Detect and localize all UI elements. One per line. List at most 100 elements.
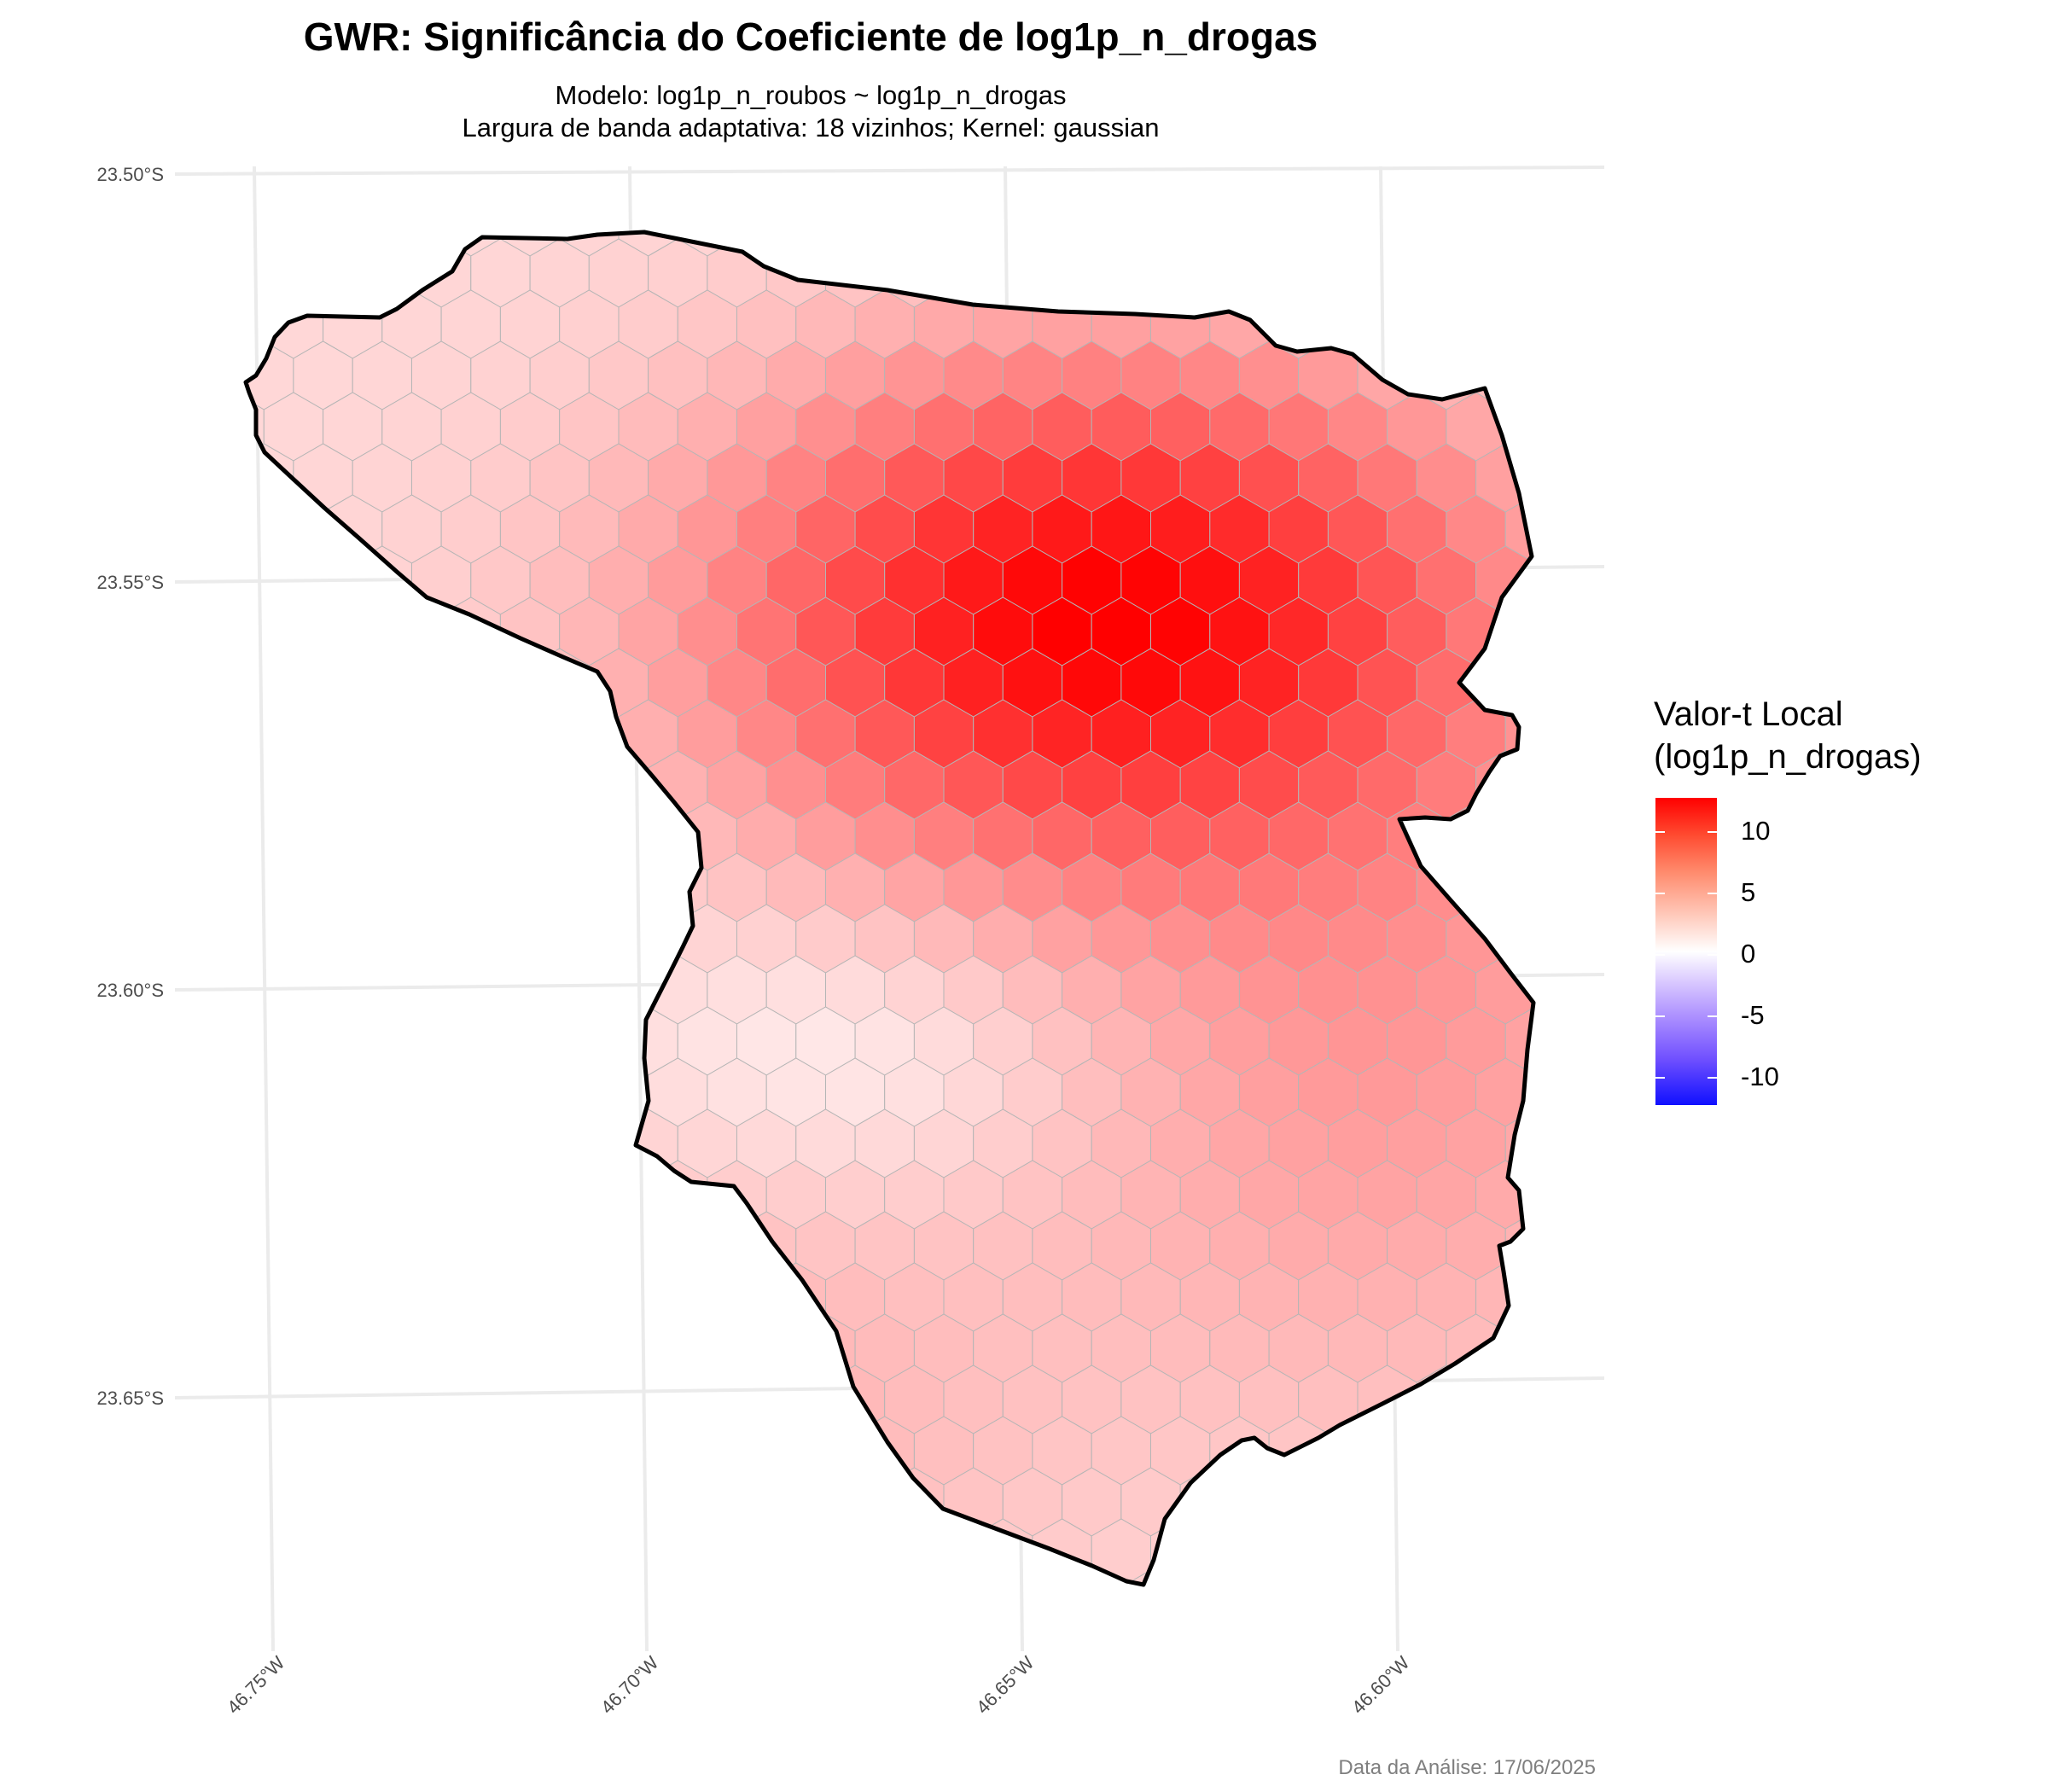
hex-cell — [618, 1211, 678, 1281]
hex-cell — [1268, 232, 1329, 257]
hex-cell — [411, 750, 472, 820]
hex-cell — [588, 1160, 649, 1230]
hex-cell — [648, 1569, 708, 1585]
hex-cell — [1238, 1569, 1300, 1585]
hex-cell — [1535, 1365, 1594, 1434]
hex-cell — [470, 852, 531, 922]
hex-cell — [618, 1416, 678, 1486]
hex-cell — [1535, 1570, 1594, 1638]
hex-cell — [352, 238, 412, 308]
hex-cell — [352, 648, 412, 718]
hex-cell — [1002, 238, 1063, 308]
hex-cell — [736, 232, 797, 257]
hex-cell — [440, 1518, 501, 1585]
hex-cell — [381, 1416, 442, 1486]
hex-cell — [884, 1569, 945, 1585]
hex-cell — [352, 955, 412, 1025]
hex-cell — [246, 596, 265, 666]
hex-cell — [854, 1518, 915, 1585]
hex-cell — [263, 494, 324, 564]
hex-cell — [470, 1057, 531, 1127]
hex-cell — [913, 232, 975, 257]
hex-cell — [175, 1161, 234, 1229]
hex-cell — [677, 1211, 737, 1281]
legend-label-10: 10 — [1741, 816, 1771, 846]
hex-cell — [381, 1108, 442, 1178]
hex-cell — [246, 1108, 265, 1178]
hex-cell — [323, 699, 383, 769]
hex-cell — [411, 1160, 472, 1230]
hex-cell — [707, 1364, 767, 1434]
hex-cell — [529, 750, 590, 820]
hex-cell — [263, 1211, 324, 1281]
hex-cell — [381, 699, 442, 769]
hex-cell — [529, 1160, 590, 1230]
hex-cell — [1504, 904, 1533, 974]
hex-cell — [411, 1262, 472, 1332]
hex-cell — [323, 904, 383, 974]
hex-cell — [1475, 1569, 1533, 1585]
hex-cell — [588, 1467, 649, 1537]
hex-cell — [736, 1518, 797, 1585]
hex-cell — [246, 1313, 265, 1383]
legend-title-line2: (log1p_n_drogas) — [1654, 738, 1922, 776]
hex-cell — [293, 1569, 353, 1585]
hex-cell — [559, 1416, 620, 1486]
hex-cell — [293, 238, 353, 308]
hex-cell — [411, 1569, 472, 1585]
hex-cell — [1002, 1569, 1063, 1585]
hex-cell — [175, 751, 234, 819]
hex-cell — [1535, 853, 1594, 922]
hex-cell — [499, 1313, 561, 1383]
hex-cell — [470, 1160, 531, 1230]
hex-cell — [175, 1468, 234, 1536]
hex-cell — [246, 648, 294, 718]
hex-cell — [440, 1211, 501, 1281]
hex-cell — [1535, 137, 1594, 205]
hex-cell — [1179, 238, 1240, 308]
hex-cell — [618, 1313, 678, 1383]
hex-cell — [707, 1262, 767, 1332]
hex-cell — [707, 1569, 767, 1585]
hex-cell — [246, 699, 265, 769]
hex-cell — [323, 1006, 383, 1076]
legend-tick-m10 — [1655, 1077, 1665, 1079]
hex-cell — [529, 1057, 590, 1127]
hex-cell — [529, 1364, 590, 1434]
hex-cell — [1504, 1416, 1533, 1486]
hex-cell — [175, 239, 234, 307]
hex-cell — [1387, 289, 1447, 359]
hex-cell — [470, 648, 531, 718]
hex-cell — [1209, 1518, 1270, 1585]
hex-cell — [1150, 232, 1211, 257]
hex-cell — [736, 1416, 797, 1486]
hex-cell — [825, 1569, 886, 1585]
hex-cell — [411, 955, 472, 1025]
hex-cell — [559, 904, 620, 974]
hex-cell — [1032, 232, 1092, 257]
hex-cell — [352, 1057, 412, 1127]
map-title: GWR: Significância do Coeficiente de log… — [303, 15, 1318, 59]
hex-cell — [246, 1262, 294, 1332]
hex-cell — [943, 1569, 1004, 1585]
hex-cell — [470, 1569, 531, 1585]
map-subtitle-bandwidth: Largura de banda adaptativa: 18 vizinhos… — [462, 113, 1160, 143]
hex-cell — [440, 904, 501, 974]
hex-cell — [246, 1416, 265, 1486]
hex-cell — [246, 1467, 294, 1537]
legend-title-line1: Valor-t Local — [1654, 695, 1843, 733]
hex-cell — [1298, 238, 1359, 308]
hex-cell — [943, 238, 1004, 308]
hex-cell — [246, 238, 294, 308]
hex-cell — [1062, 1569, 1122, 1585]
hex-cell — [440, 801, 501, 871]
x-axis-labels: 46.75°W 46.70°W 46.65°W 46.60°W — [223, 1652, 1414, 1719]
hex-cell — [175, 649, 234, 717]
hex-cell — [1358, 137, 1417, 205]
hex-cell — [677, 1313, 737, 1383]
hex-cell — [263, 1006, 324, 1076]
hex-cell — [470, 750, 531, 820]
hex-cell — [263, 232, 324, 257]
hex-cell — [246, 1006, 265, 1076]
hex-cell — [1504, 596, 1533, 666]
